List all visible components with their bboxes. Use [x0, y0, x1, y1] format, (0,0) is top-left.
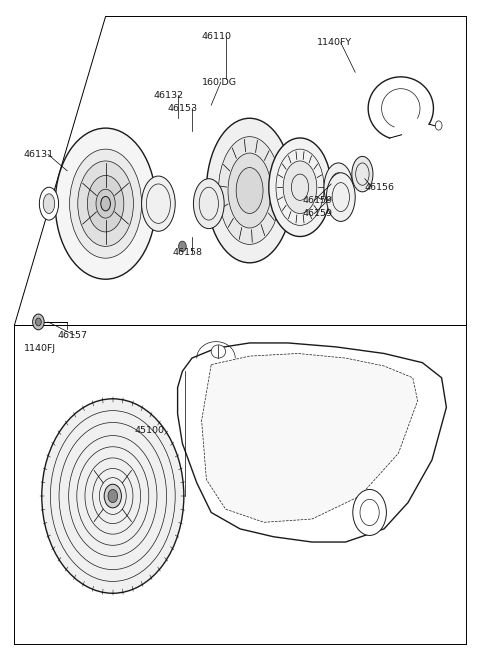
Text: 46153: 46153	[168, 104, 198, 113]
Ellipse shape	[211, 345, 226, 358]
Ellipse shape	[55, 128, 156, 279]
Polygon shape	[202, 353, 418, 522]
Ellipse shape	[269, 138, 331, 237]
Ellipse shape	[283, 161, 317, 214]
Ellipse shape	[42, 399, 184, 593]
Text: 46159: 46159	[302, 209, 332, 218]
Text: 160'DG: 160'DG	[202, 78, 237, 87]
Ellipse shape	[104, 484, 121, 508]
Polygon shape	[178, 343, 446, 542]
Ellipse shape	[39, 187, 59, 220]
Ellipse shape	[228, 153, 271, 228]
Text: 46159: 46159	[302, 196, 332, 205]
Ellipse shape	[435, 121, 442, 130]
Ellipse shape	[218, 137, 281, 244]
Ellipse shape	[142, 176, 175, 231]
Ellipse shape	[78, 161, 133, 246]
Text: 46158: 46158	[173, 248, 203, 258]
Ellipse shape	[353, 489, 386, 535]
Text: 46110: 46110	[202, 32, 231, 41]
Ellipse shape	[70, 149, 142, 258]
Ellipse shape	[87, 175, 124, 232]
Ellipse shape	[96, 189, 115, 218]
Text: 46131: 46131	[24, 150, 54, 159]
Text: 1140FJ: 1140FJ	[24, 344, 56, 353]
Ellipse shape	[33, 314, 44, 330]
Text: 46156: 46156	[365, 183, 395, 192]
Ellipse shape	[108, 489, 118, 503]
Ellipse shape	[206, 118, 293, 263]
Ellipse shape	[236, 168, 263, 214]
Text: 45100: 45100	[134, 426, 164, 435]
Ellipse shape	[43, 194, 55, 214]
Text: 46132: 46132	[154, 91, 184, 100]
Text: 46157: 46157	[58, 330, 87, 340]
Ellipse shape	[101, 196, 110, 211]
Text: 1140FY: 1140FY	[317, 38, 352, 47]
Ellipse shape	[326, 173, 355, 221]
Ellipse shape	[193, 179, 224, 229]
Ellipse shape	[324, 163, 353, 212]
Ellipse shape	[36, 318, 41, 326]
Ellipse shape	[179, 241, 186, 252]
Ellipse shape	[352, 156, 373, 192]
